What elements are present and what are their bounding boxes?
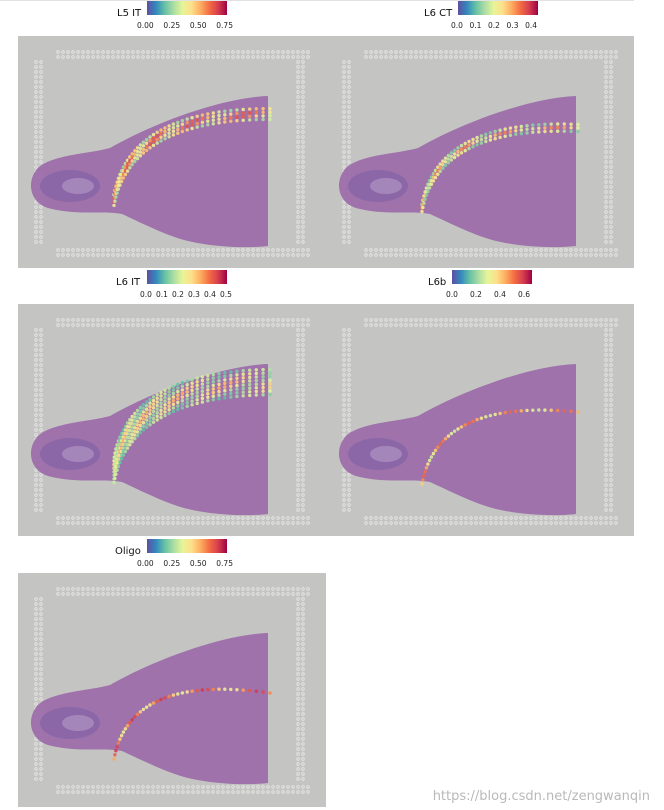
watermark-text: https://blog.csdn.net/zengwanqin [432,789,650,804]
colorbar [147,539,227,553]
panel-label: L5 IT [117,8,142,19]
spatial-plot [18,573,326,807]
colorbar [452,270,532,284]
panel-label: L6 IT [116,277,141,288]
tissue-structure [62,715,94,731]
tissue-structure [62,178,94,194]
tissue-structure [62,446,94,462]
colorbar [147,1,227,15]
spatial-plot [18,36,326,268]
expression-spots [420,408,580,486]
top-divider-line [0,0,634,1]
panel-label: Oligo [115,546,141,557]
fiducial-frame [342,318,618,525]
spatial-plot [326,304,634,536]
colorbar-ticks: 0.0 0.1 0.2 0.3 0.4 [451,21,537,30]
expression-spots [420,122,580,214]
spatial-plot [326,36,634,268]
panel-label: L6b [428,277,447,288]
tissue-structure [370,446,402,462]
colorbar-ticks: 0.0 0.2 0.4 0.6 [446,290,530,299]
tissue-section [338,364,576,516]
tissue-section [30,633,268,785]
expression-spots [112,687,272,761]
colorbar-ticks: 0.00 0.25 0.50 0.75 [137,21,233,30]
fiducial-frame [342,50,618,257]
expression-spots [112,106,272,208]
tissue-section [30,96,268,248]
colorbar [147,270,227,284]
panel-label: L6 CT [424,8,453,19]
expression-spots [112,367,272,485]
fiducial-frame [34,587,310,794]
colorbar-ticks: 0.0 0.1 0.2 0.3 0.4 0.5 [140,290,232,299]
spatial-plot [18,304,326,536]
colorbar [458,1,538,15]
tissue-structure [370,178,402,194]
colorbar-ticks: 0.00 0.25 0.50 0.75 [137,559,233,568]
